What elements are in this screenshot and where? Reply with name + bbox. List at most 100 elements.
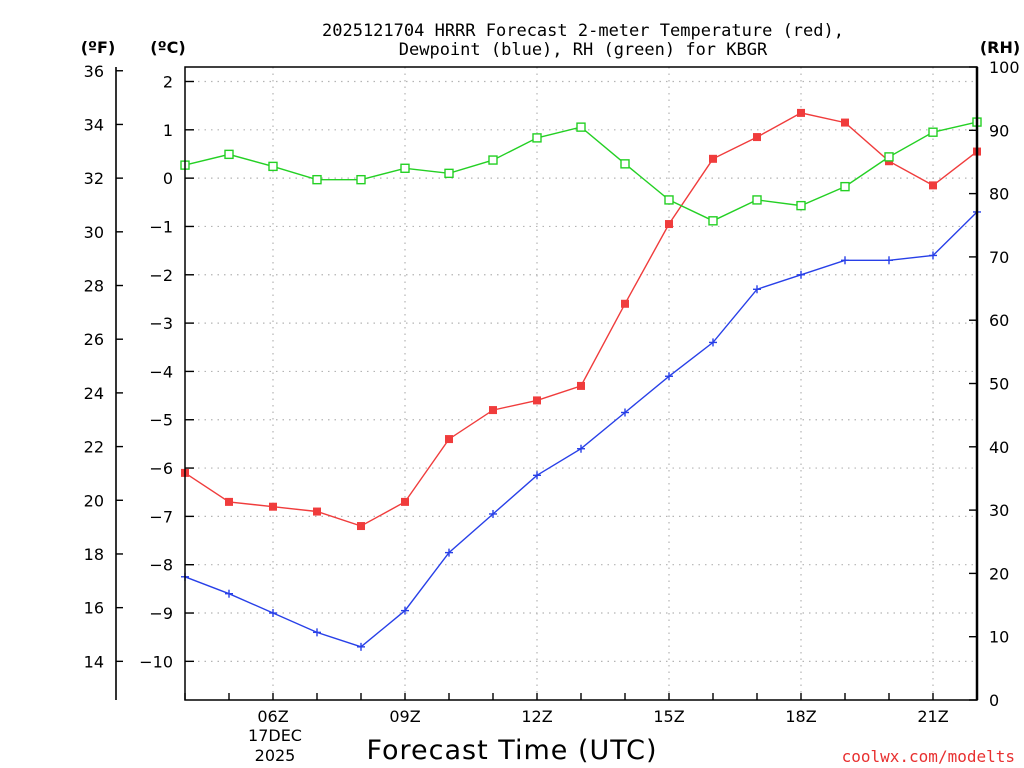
data-point bbox=[400, 163, 410, 173]
fahrenheit-tick-label: 20 bbox=[84, 491, 104, 510]
data-point bbox=[841, 256, 849, 265]
date-label-year: 2025 bbox=[255, 746, 296, 765]
fahrenheit-tick-label: 16 bbox=[84, 599, 104, 618]
date-label-day: 17DEC bbox=[248, 726, 302, 745]
rh-tick-label: 80 bbox=[989, 185, 1009, 204]
rh-tick-label: 10 bbox=[989, 628, 1009, 647]
data-point bbox=[752, 195, 762, 205]
data-point bbox=[357, 522, 365, 531]
data-point bbox=[312, 174, 322, 185]
data-point bbox=[357, 642, 365, 651]
fahrenheit-tick-label: 24 bbox=[84, 384, 104, 403]
fahrenheit-tick-label: 26 bbox=[84, 330, 104, 349]
data-point bbox=[841, 118, 849, 127]
data-point bbox=[313, 628, 321, 637]
celsius-tick-label: 1 bbox=[163, 121, 173, 140]
data-point bbox=[928, 127, 938, 137]
fahrenheit-tick-label: 14 bbox=[84, 652, 104, 671]
data-point bbox=[621, 408, 629, 417]
celsius-tick-label: −7 bbox=[149, 507, 173, 526]
data-point bbox=[797, 108, 805, 117]
time-tick-label: 18Z bbox=[785, 707, 816, 726]
time-axis: 06Z 09Z 12Z 15Z 18Z 21Z bbox=[184, 693, 978, 726]
data-point bbox=[840, 181, 850, 192]
data-point bbox=[313, 507, 321, 516]
rh-unit-label: (RH) bbox=[980, 38, 1020, 57]
data-point bbox=[708, 216, 718, 226]
data-point bbox=[224, 149, 234, 160]
fahrenheit-tick-label: 34 bbox=[84, 115, 104, 134]
data-point bbox=[884, 152, 894, 162]
data-point bbox=[268, 161, 278, 172]
data-point bbox=[576, 122, 586, 132]
data-point bbox=[444, 168, 454, 179]
series-rh bbox=[180, 117, 982, 226]
celsius-tick-label: 2 bbox=[163, 72, 173, 91]
data-point bbox=[929, 251, 937, 260]
chart-title-line1: 2025121704 HRRR Forecast 2-meter Tempera… bbox=[322, 21, 844, 41]
rh-tick-label: 70 bbox=[989, 248, 1009, 267]
data-point bbox=[489, 509, 497, 518]
data-point bbox=[664, 195, 674, 205]
celsius-tick-label: −9 bbox=[149, 604, 173, 623]
chart-title-line2: Dewpoint (blue), RH (green) for KBGR bbox=[399, 40, 768, 60]
celsius-tick-label: −6 bbox=[149, 459, 173, 478]
fahrenheit-tick-label: 30 bbox=[84, 223, 104, 242]
data-point bbox=[225, 497, 233, 506]
rh-tick-label: 50 bbox=[989, 375, 1009, 394]
rh-tick-label: 60 bbox=[989, 311, 1009, 330]
time-tick-label: 21Z bbox=[917, 707, 948, 726]
time-tick-label: 15Z bbox=[653, 707, 684, 726]
data-point bbox=[620, 159, 630, 169]
data-point bbox=[929, 181, 937, 190]
data-point bbox=[488, 155, 498, 165]
fahrenheit-tick-label: 32 bbox=[84, 169, 104, 188]
celsius-tick-label: 0 bbox=[163, 169, 173, 188]
data-point bbox=[577, 381, 585, 390]
series-line bbox=[184, 121, 978, 222]
data-point bbox=[356, 174, 366, 185]
data-point bbox=[709, 338, 717, 347]
data-point bbox=[753, 285, 761, 294]
data-point bbox=[532, 133, 542, 143]
fahrenheit-tick-label: 28 bbox=[84, 277, 104, 296]
data-point bbox=[796, 200, 806, 211]
celsius-tick-label: −5 bbox=[149, 411, 173, 430]
data-point bbox=[753, 133, 761, 142]
celsius-unit-label: (ºC) bbox=[150, 38, 185, 57]
series-line bbox=[184, 211, 978, 648]
data-point bbox=[401, 497, 409, 506]
series-line bbox=[184, 112, 978, 527]
rh-tick-label: 90 bbox=[989, 121, 1009, 140]
celsius-axis: 2 1 0 −1 −2 −3 −4 −5 −6 −7 −8 −9 −10 bbox=[139, 72, 194, 671]
data-point bbox=[621, 299, 629, 308]
fahrenheit-axis: 36 34 32 30 28 26 24 22 20 18 16 14 bbox=[84, 62, 123, 700]
time-tick-label: 06Z bbox=[257, 707, 288, 726]
data-point bbox=[269, 502, 277, 511]
data-point bbox=[225, 589, 233, 598]
celsius-tick-label: −10 bbox=[139, 652, 173, 671]
data-point bbox=[533, 396, 541, 405]
data-point bbox=[445, 548, 453, 557]
time-tick-label: 09Z bbox=[389, 707, 420, 726]
fahrenheit-tick-label: 22 bbox=[84, 438, 104, 457]
rh-tick-label: 20 bbox=[989, 564, 1009, 583]
celsius-tick-label: −4 bbox=[149, 362, 173, 381]
data-point bbox=[885, 256, 893, 265]
data-point bbox=[577, 444, 585, 453]
data-point bbox=[489, 406, 497, 415]
time-tick-label: 12Z bbox=[521, 707, 552, 726]
rh-tick-label: 100 bbox=[989, 58, 1020, 77]
celsius-tick-label: −2 bbox=[149, 266, 173, 285]
fahrenheit-tick-label: 36 bbox=[84, 62, 104, 81]
data-point bbox=[533, 471, 541, 480]
data-point bbox=[665, 220, 673, 229]
celsius-tick-label: −3 bbox=[149, 314, 173, 333]
data-point bbox=[401, 606, 409, 615]
credit-link[interactable]: coolwx.com/modelts bbox=[842, 747, 1015, 766]
series-dewpoint bbox=[181, 207, 981, 651]
fahrenheit-tick-label: 18 bbox=[84, 545, 104, 564]
celsius-tick-label: −8 bbox=[149, 556, 173, 575]
series-2-meter-temperature bbox=[181, 108, 981, 531]
